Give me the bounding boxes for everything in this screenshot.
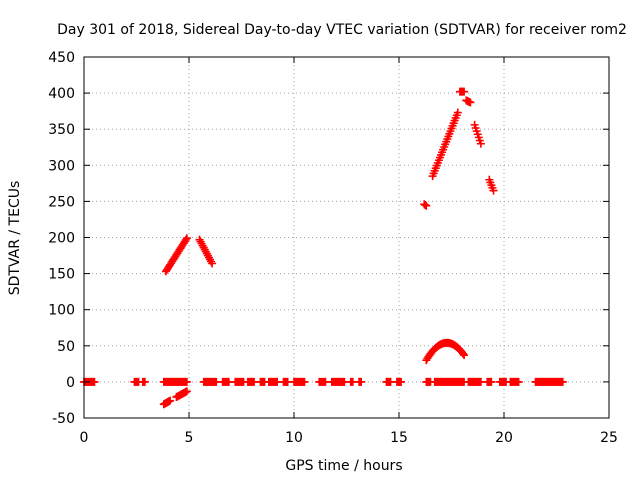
y-axis-label: SDTVAR / TECUs — [7, 181, 23, 296]
chart-title: Day 301 of 2018, Sidereal Day-to-day VTE… — [57, 22, 627, 38]
x-tick-label: 20 — [495, 430, 513, 446]
data-points — [80, 87, 567, 409]
data-point — [422, 201, 431, 210]
data-point — [90, 377, 99, 386]
x-tick-label: 15 — [390, 430, 408, 446]
y-tick-label: 250 — [48, 194, 75, 210]
plot-frame — [83, 56, 610, 419]
data-point — [166, 396, 175, 405]
data-point — [300, 377, 309, 386]
data-point — [181, 235, 190, 244]
data-point — [182, 377, 191, 386]
data-point — [140, 377, 149, 386]
y-tick-label: 300 — [48, 158, 75, 174]
data-point — [453, 108, 462, 117]
data-point — [460, 351, 469, 360]
data-point — [558, 377, 567, 386]
x-tick-label: 0 — [80, 430, 89, 446]
data-point — [476, 139, 485, 148]
data-point — [514, 377, 523, 386]
y-tick-label: 200 — [48, 231, 75, 247]
y-tick-label: 0 — [66, 375, 75, 391]
y-tick-label: -50 — [52, 411, 75, 427]
axis-ticks: 0 5 10 15 20 25 -50 0 50 100 150 200 250 300 350 400 450 — [48, 50, 618, 446]
y-tick-label: 400 — [48, 86, 75, 102]
data-point — [459, 349, 468, 358]
y-tick-label: 350 — [48, 122, 75, 138]
x-tick-label: 5 — [185, 430, 194, 446]
data-point — [182, 387, 191, 396]
x-tick-label: 10 — [285, 430, 303, 446]
data-point — [182, 234, 191, 243]
x-axis-label: GPS time / hours — [285, 458, 402, 474]
data-point — [487, 377, 496, 386]
data-point — [466, 98, 475, 107]
x-tick-label: 25 — [600, 430, 618, 446]
y-tick-label: 50 — [57, 339, 75, 355]
data-point — [460, 87, 469, 96]
data-point — [208, 259, 217, 268]
grid-lines — [84, 57, 609, 418]
y-tick-label: 100 — [48, 303, 75, 319]
y-tick-label: 150 — [48, 267, 75, 283]
data-point — [489, 186, 498, 195]
y-tick-label: 450 — [48, 50, 75, 66]
data-point — [397, 377, 406, 386]
data-point — [357, 377, 366, 386]
